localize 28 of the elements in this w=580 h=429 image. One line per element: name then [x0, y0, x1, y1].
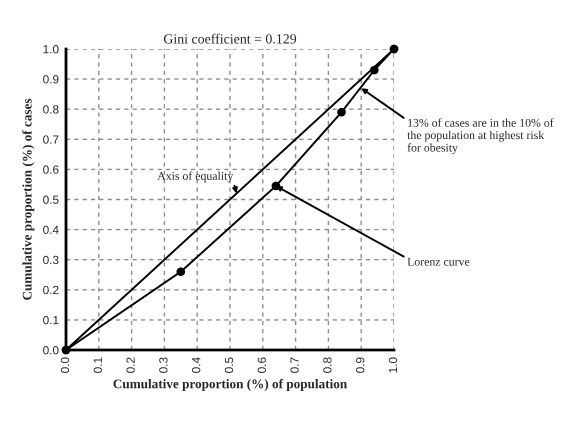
y-tick-label: 0.8: [43, 105, 59, 114]
y-tick-label: 0.3: [43, 256, 59, 264]
x-tick-label: 0.6: [258, 357, 266, 373]
x-tick-label: 0.1: [94, 358, 102, 373]
x-tick-label: 0.5: [224, 357, 234, 373]
annotation: 13% of cases are in the 10% of the population at highest risk for obesity: [407, 118, 554, 154]
y-axis-title: Cumulative proportion (%) of cases: [22, 98, 34, 300]
x-tick-label: 0.8: [323, 357, 332, 373]
y-tick-label: 0.2: [43, 286, 58, 294]
y-tick-label: 0.7: [43, 135, 58, 144]
y-tick-label: 0.0: [43, 346, 59, 354]
y-tick-label: 0.6: [43, 165, 59, 174]
y-tick-label: 1.0: [44, 45, 59, 54]
annotation: Axis of equality: [157, 171, 234, 182]
x-tick-label: 0.0: [60, 357, 70, 373]
y-tick-label: 0.5: [43, 196, 59, 204]
x-tick-label: 0.9: [356, 358, 364, 373]
chart-title: Gini coefficient = 0.129: [164, 34, 296, 44]
x-axis-title: Cumulative proportion (%) of population: [113, 378, 347, 392]
x-tick-label: 0.2: [126, 358, 135, 373]
y-tick-label: 0.1: [43, 316, 58, 324]
y-tick-label: 0.9: [43, 75, 58, 84]
x-tick-label: 0.3: [159, 357, 168, 373]
x-tick-label: 0.7: [290, 358, 299, 373]
x-tick-label: 1.0: [388, 357, 398, 372]
annotation: Lorenz curve: [407, 258, 470, 266]
y-tick-label: 0.4: [43, 226, 59, 234]
x-tick-label: 0.4: [192, 357, 200, 373]
